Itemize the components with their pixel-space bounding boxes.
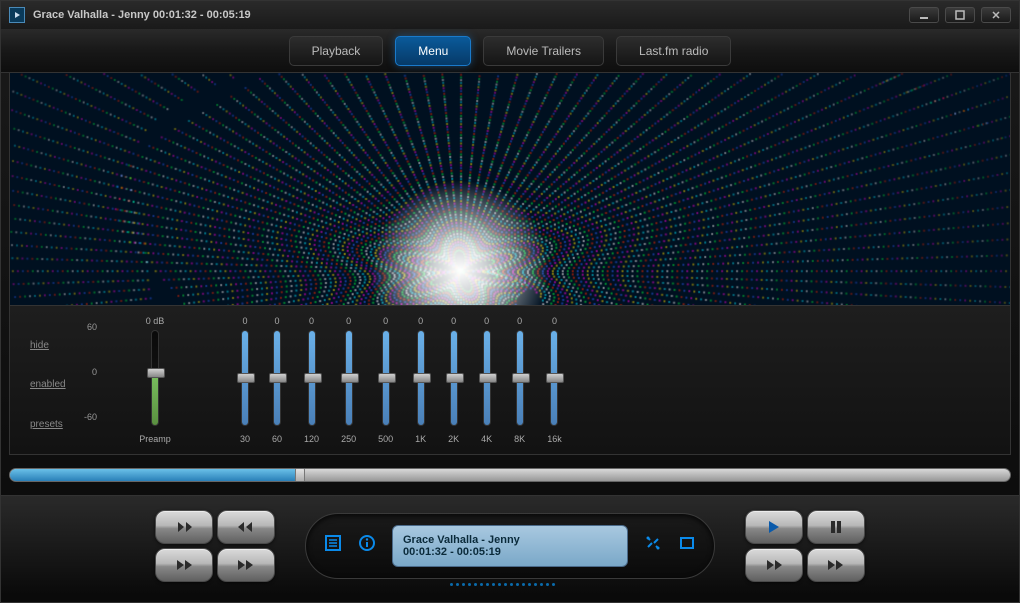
band-top-label: 0 <box>275 316 280 326</box>
playlist-icon[interactable] <box>324 534 342 557</box>
center-display: Grace Valhalla - Jenny 00:01:32 - 00:05:… <box>305 513 715 579</box>
titlebar: Grace Valhalla - Jenny 00:01:32 - 00:05:… <box>1 1 1019 29</box>
band-freq-label: 500 <box>378 434 393 444</box>
lcd-display: Grace Valhalla - Jenny 00:01:32 - 00:05:… <box>392 525 628 567</box>
top-nav: Playback Menu Movie Trailers Last.fm rad… <box>1 29 1019 73</box>
preamp-scale: 60 0 -60 <box>84 322 97 422</box>
window-controls <box>909 7 1011 23</box>
band-freq-label: 30 <box>240 434 250 444</box>
band-slider-1K[interactable] <box>417 330 425 426</box>
preamp-scale-hi: 60 <box>84 322 97 332</box>
nav-playback[interactable]: Playback <box>289 36 384 66</box>
band-slider-8K[interactable] <box>516 330 524 426</box>
preamp-top-label: 0 dB <box>146 316 165 326</box>
eq-bands: 0 300 600 1200 2500 5000 1K0 <box>200 316 562 444</box>
preamp-caption: Preamp <box>139 434 171 444</box>
lcd-time: 00:01:32 - 00:05:19 <box>403 546 617 558</box>
title-text: Grace Valhalla - Jenny 00:01:32 - 00:05:… <box>33 9 909 21</box>
eq-band-120: 0 120 <box>304 316 319 444</box>
band-freq-label: 2K <box>448 434 459 444</box>
nav-trailers[interactable]: Movie Trailers <box>483 36 604 66</box>
band-top-label: 0 <box>517 316 522 326</box>
fast-forward-button[interactable] <box>217 548 275 582</box>
visualizer-pane <box>9 73 1011 305</box>
minimize-button[interactable] <box>909 7 939 23</box>
eq-band-30: 0 30 <box>240 316 250 444</box>
maximize-button[interactable] <box>945 7 975 23</box>
next-button[interactable] <box>807 548 865 582</box>
seek-bar[interactable] <box>9 468 1011 482</box>
settings-icon[interactable] <box>644 534 662 557</box>
eq-band-500: 0 500 <box>378 316 393 444</box>
eq-link-presets[interactable]: presets <box>30 419 110 430</box>
pause-button[interactable] <box>807 510 865 544</box>
eq-band-8K: 0 8K <box>514 316 525 444</box>
left-controls <box>155 510 275 582</box>
nav-menu[interactable]: Menu <box>395 36 471 66</box>
rewind-button[interactable] <box>155 548 213 582</box>
preamp-scale-lo: -60 <box>84 412 97 422</box>
progress-area <box>9 461 1011 489</box>
band-freq-label: 60 <box>272 434 282 444</box>
band-freq-label: 16k <box>547 434 562 444</box>
band-slider-250[interactable] <box>345 330 353 426</box>
app-icon <box>9 7 25 23</box>
eq-band-1K: 0 1K <box>415 316 426 444</box>
preamp-slider[interactable] <box>151 330 159 426</box>
band-freq-label: 1K <box>415 434 426 444</box>
eq-link-hide[interactable]: hide <box>30 340 110 351</box>
band-slider-500[interactable] <box>382 330 390 426</box>
eq-band-2K: 0 2K <box>448 316 459 444</box>
band-top-label: 0 <box>418 316 423 326</box>
band-top-label: 0 <box>383 316 388 326</box>
lcd-track: Grace Valhalla - Jenny <box>403 534 617 546</box>
band-slider-4K[interactable] <box>483 330 491 426</box>
eq-band-60: 0 60 <box>272 316 282 444</box>
skip-forward-button[interactable] <box>217 510 275 544</box>
band-slider-2K[interactable] <box>450 330 458 426</box>
band-top-label: 0 <box>552 316 557 326</box>
band-slider-60[interactable] <box>273 330 281 426</box>
preamp-group: 60 0 -60 0 dB Preamp <box>110 316 200 444</box>
eq-band-250: 0 250 <box>341 316 356 444</box>
play-button[interactable] <box>745 510 803 544</box>
band-freq-label: 8K <box>514 434 525 444</box>
close-button[interactable] <box>981 7 1011 23</box>
band-freq-label: 120 <box>304 434 319 444</box>
controls-bar: Grace Valhalla - Jenny 00:01:32 - 00:05:… <box>1 495 1019 595</box>
prev-button[interactable] <box>745 548 803 582</box>
skip-back-button[interactable] <box>155 510 213 544</box>
eq-link-enabled[interactable]: enabled <box>30 379 110 390</box>
band-freq-label: 250 <box>341 434 356 444</box>
band-slider-16k[interactable] <box>550 330 558 426</box>
equalizer-section: hide enabled presets 60 0 -60 0 dB Pream… <box>9 305 1011 455</box>
band-slider-120[interactable] <box>308 330 316 426</box>
band-top-label: 0 <box>451 316 456 326</box>
band-freq-label: 4K <box>481 434 492 444</box>
preamp-scale-mid: 0 <box>84 367 97 377</box>
band-slider-30[interactable] <box>241 330 249 426</box>
info-icon[interactable] <box>358 534 376 557</box>
eq-links: hide enabled presets <box>30 316 110 444</box>
nav-lastfm[interactable]: Last.fm radio <box>616 36 731 66</box>
band-top-label: 0 <box>243 316 248 326</box>
right-controls <box>745 510 865 582</box>
band-top-label: 0 <box>309 316 314 326</box>
eq-band-4K: 0 4K <box>481 316 492 444</box>
eq-band-16k: 0 16k <box>547 316 562 444</box>
fullscreen-icon[interactable] <box>678 534 696 557</box>
media-player-window: Grace Valhalla - Jenny 00:01:32 - 00:05:… <box>0 0 1020 603</box>
band-top-label: 0 <box>484 316 489 326</box>
band-top-label: 0 <box>346 316 351 326</box>
activity-dots <box>450 583 570 588</box>
